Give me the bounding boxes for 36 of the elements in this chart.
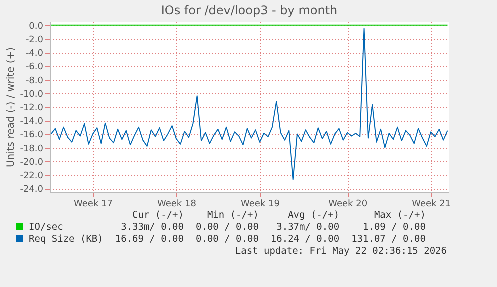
y-tick-label: -10.0 (20, 90, 44, 100)
text: Min (-/+) (206, 210, 260, 222)
y-tick-label: -12.0 (20, 104, 44, 114)
y-axis-title: Units read (-) / write (+) (6, 47, 18, 168)
text: 0.00 / 0.00 (195, 234, 260, 246)
y-tick-label: -24.0 (20, 185, 44, 196)
y-tick-label: -6.0 (26, 62, 44, 73)
text: 1.09 / 0.00 (362, 222, 427, 234)
legend-label: Req Size (KB) (28, 234, 104, 246)
y-tick-label: -4.0 (26, 49, 44, 60)
y-tick-label: -8.0 (26, 76, 44, 86)
y-tick-label: -18.0 (20, 144, 44, 154)
chart-title: IOs for /dev/loop3 - by month (161, 3, 338, 18)
x-tick-label: Week 20 (328, 200, 368, 210)
text: Avg (-/+) (287, 210, 341, 222)
y-tick-label: 0.0 (29, 22, 44, 32)
text: 131.07 / 0.00 (350, 234, 427, 246)
text: 3.37m/ 0.00 (276, 222, 341, 234)
line-series (50, 28, 448, 180)
text: 16.69 / 0.00 (114, 234, 185, 246)
y-tick-label: -16.0 (20, 130, 44, 141)
text: 16.24 / 0.00 (270, 234, 341, 246)
y-tick-label: -20.0 (20, 158, 44, 168)
text: 3.33m/ 0.00 (120, 222, 185, 234)
legend-label: IO/sec (28, 222, 64, 234)
text: Max (-/+) (373, 210, 427, 222)
text: Last update: Fri May 22 02:36:15 2026 (234, 246, 448, 258)
y-tick-label: -22.0 (20, 172, 44, 182)
x-tick-label: Week 19 (240, 200, 280, 210)
text: 0.00 / 0.00 (195, 222, 260, 234)
y-tick-label: -14.0 (20, 117, 44, 128)
x-tick-label: Week 17 (74, 200, 113, 210)
x-tick-label: Week 18 (157, 200, 197, 210)
text: Cur (-/+) (132, 210, 185, 222)
x-tick-label: Week 21 (412, 200, 452, 210)
y-tick-label: -2.0 (26, 36, 44, 46)
